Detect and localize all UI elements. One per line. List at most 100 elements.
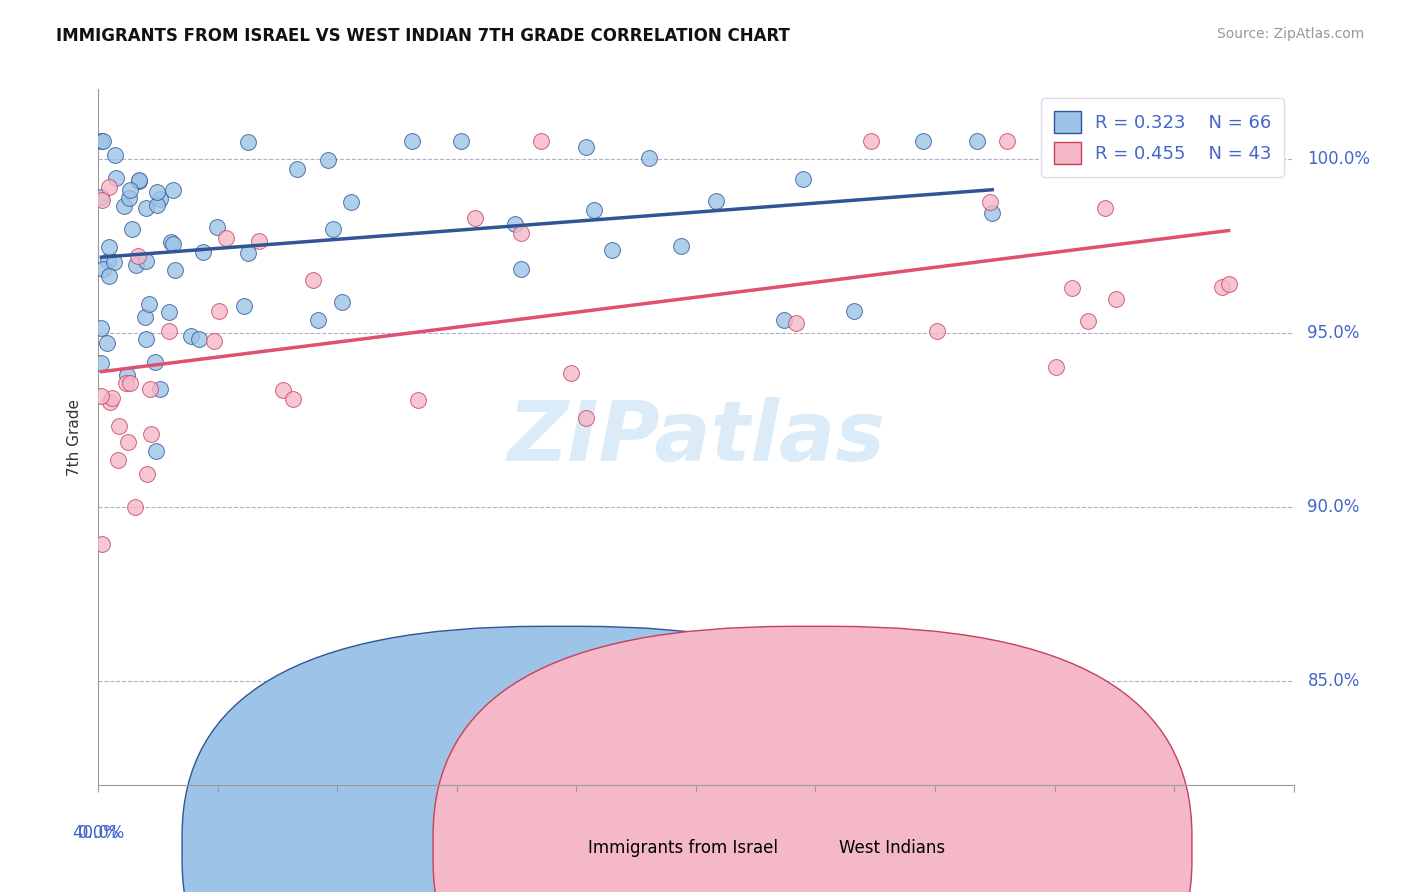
Point — [1211, 280, 1233, 294]
Point — [104, 148, 127, 162]
Point — [704, 194, 727, 208]
Point — [125, 258, 148, 272]
Point — [307, 312, 329, 326]
Point — [127, 249, 149, 263]
Point — [139, 426, 162, 441]
Point — [193, 245, 215, 260]
Point — [162, 183, 184, 197]
Point — [530, 135, 553, 149]
Point — [215, 231, 238, 245]
Point — [105, 170, 128, 185]
Point — [966, 135, 988, 149]
Point — [510, 227, 533, 241]
Point — [128, 173, 150, 187]
Point — [792, 171, 814, 186]
Point — [464, 211, 486, 226]
Point — [93, 261, 115, 276]
Point — [316, 153, 339, 167]
Point — [995, 135, 1018, 149]
Point — [859, 135, 882, 149]
Point — [138, 297, 160, 311]
Text: 95.0%: 95.0% — [1308, 324, 1360, 342]
Point — [281, 392, 304, 406]
Point — [145, 444, 167, 458]
Point — [163, 263, 186, 277]
Point — [188, 332, 211, 346]
Text: 40.0%: 40.0% — [72, 824, 125, 842]
FancyBboxPatch shape — [433, 626, 1192, 892]
Point — [912, 135, 935, 149]
Point — [135, 332, 157, 346]
Text: Immigrants from Israel: Immigrants from Israel — [589, 838, 779, 856]
Point — [149, 192, 172, 206]
Point — [96, 254, 118, 268]
Point — [90, 194, 112, 208]
Text: 85.0%: 85.0% — [1308, 672, 1360, 690]
Point — [157, 324, 180, 338]
Point — [128, 174, 150, 188]
Point — [401, 135, 423, 149]
Point — [1104, 292, 1126, 306]
Point — [90, 190, 112, 204]
Point — [1174, 135, 1197, 149]
Point — [108, 419, 131, 434]
Point — [162, 237, 184, 252]
Point — [146, 185, 169, 199]
Text: 100.0%: 100.0% — [1308, 150, 1371, 168]
Point — [233, 299, 256, 313]
Point — [339, 194, 361, 209]
Point — [503, 217, 526, 231]
Point — [118, 183, 141, 197]
Point — [600, 243, 623, 257]
Point — [669, 238, 692, 252]
Text: West Indians: West Indians — [839, 838, 945, 856]
Point — [238, 246, 260, 260]
Point — [302, 272, 325, 286]
Point — [247, 234, 270, 248]
Point — [135, 254, 157, 268]
Point — [91, 537, 114, 551]
Text: IMMIGRANTS FROM ISRAEL VS WEST INDIAN 7TH GRADE CORRELATION CHART: IMMIGRANTS FROM ISRAEL VS WEST INDIAN 7T… — [56, 27, 790, 45]
Point — [149, 382, 172, 396]
Point — [575, 140, 598, 154]
Text: 90.0%: 90.0% — [1308, 498, 1360, 516]
Point — [96, 336, 118, 351]
Point — [273, 383, 295, 397]
Point — [121, 221, 143, 235]
Point — [135, 467, 157, 481]
Point — [1218, 277, 1240, 292]
Point — [97, 180, 120, 194]
Point — [115, 368, 138, 382]
Text: 0.0%: 0.0% — [77, 824, 120, 842]
Point — [90, 389, 112, 403]
Point — [208, 303, 231, 318]
Point — [98, 269, 121, 284]
Text: Source: ZipAtlas.com: Source: ZipAtlas.com — [1216, 27, 1364, 41]
Point — [408, 393, 430, 408]
Point — [582, 202, 605, 217]
Point — [134, 310, 156, 324]
Point — [103, 255, 125, 269]
Point — [1094, 201, 1116, 215]
Point — [114, 376, 136, 391]
Point — [139, 382, 162, 396]
Point — [159, 235, 181, 249]
Point — [330, 295, 353, 310]
Point — [180, 329, 202, 343]
Point — [157, 304, 180, 318]
Point — [785, 316, 807, 330]
Point — [322, 222, 344, 236]
Point — [117, 434, 139, 449]
Point — [1060, 281, 1083, 295]
Point — [509, 261, 531, 276]
Point — [285, 162, 308, 177]
Point — [107, 453, 129, 467]
Point — [100, 391, 122, 405]
Point — [124, 500, 146, 515]
Legend: R = 0.323    N = 66, R = 0.455    N = 43: R = 0.323 N = 66, R = 0.455 N = 43 — [1042, 98, 1285, 177]
Point — [207, 220, 229, 235]
Point — [118, 191, 141, 205]
Point — [925, 325, 948, 339]
Point — [981, 206, 1004, 220]
Point — [772, 312, 794, 326]
